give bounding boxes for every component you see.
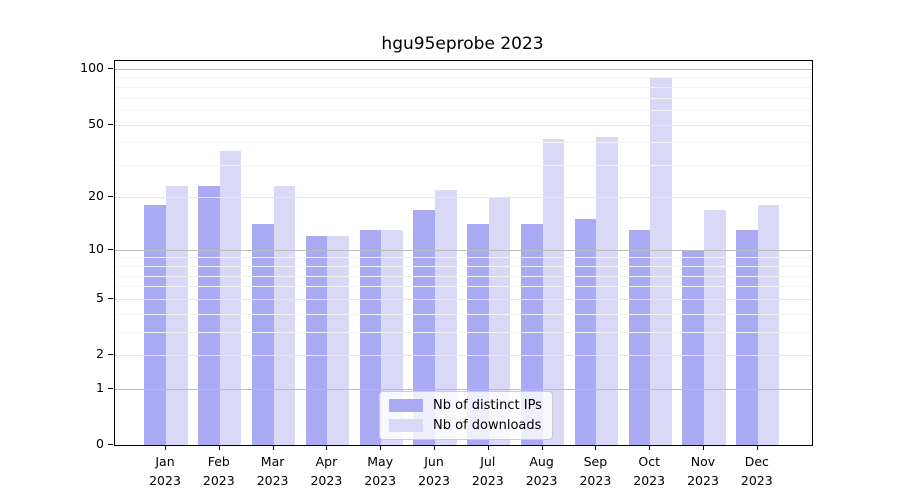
x-tick-aug: [541, 445, 543, 450]
bar-dec-downloads: [757, 205, 780, 445]
bar-mar-distinct-ips: [251, 224, 274, 445]
x-tick-apr: [326, 445, 328, 450]
bar-apr-downloads: [327, 236, 350, 445]
bar-jan-distinct-ips: [144, 205, 166, 445]
bar-oct-downloads: [650, 78, 672, 445]
legend-swatch-distinct-ips: [389, 399, 423, 412]
bars-layer: [115, 61, 812, 445]
y-tick-10: [108, 248, 113, 250]
x-tick-label-apr: Apr 2023: [310, 454, 343, 489]
x-tick-jan: [165, 445, 166, 450]
bar-sep-downloads: [596, 136, 619, 445]
legend-label-distinct-ips: Nb of distinct IPs: [433, 398, 542, 413]
bar-dec-distinct-ips: [736, 229, 758, 445]
bar-jul-downloads: [488, 196, 511, 445]
legend-entry-downloads: Nb of downloads: [389, 418, 542, 433]
bar-nov-distinct-ips: [682, 249, 704, 445]
x-tick-label-sep: Sep 2023: [579, 454, 612, 489]
bar-jun-downloads: [435, 189, 457, 445]
x-tick-label-oct: Oct 2023: [633, 454, 666, 489]
x-tick-may: [380, 445, 382, 450]
y-tick-2: [108, 354, 113, 356]
bar-oct-distinct-ips: [628, 229, 651, 445]
x-tick-oct: [649, 445, 651, 450]
y-tick-50: [108, 123, 113, 125]
x-tick-label-aug: Aug 2023: [525, 454, 558, 489]
bar-aug-distinct-ips: [520, 224, 543, 445]
y-tick-label-0: 0: [96, 436, 104, 451]
bar-nov-downloads: [704, 209, 726, 445]
x-tick-sep: [595, 445, 597, 450]
y-tick-5: [108, 298, 113, 300]
plot-area: [114, 60, 813, 446]
y-tick-label-1: 1: [96, 379, 104, 395]
bar-jul-distinct-ips: [467, 224, 489, 445]
y-tick-1: [108, 387, 113, 389]
x-tick-label-jun: Jun 2023: [418, 454, 450, 489]
y-tick-label-50: 50: [88, 115, 104, 131]
bar-may-distinct-ips: [359, 229, 382, 445]
x-tick-label-dec: Dec 2023: [740, 454, 773, 489]
y-tick-0: [108, 444, 113, 445]
x-tick-nov: [703, 445, 704, 450]
y-tick-label-100: 100: [80, 60, 104, 75]
x-tick-label-jan: Jan 2023: [149, 454, 181, 489]
x-tick-feb: [218, 445, 220, 450]
y-tick-label-20: 20: [88, 187, 104, 203]
y-tick-20: [108, 195, 113, 197]
legend-swatch-downloads: [389, 419, 423, 432]
bar-feb-downloads: [219, 150, 242, 445]
bar-feb-distinct-ips: [198, 186, 220, 445]
y-tick-100: [108, 68, 113, 69]
legend-entry-distinct-ips: Nb of distinct IPs: [389, 398, 542, 413]
y-tick-label-2: 2: [96, 346, 104, 362]
x-tick-mar: [272, 445, 274, 450]
bar-mar-downloads: [273, 186, 296, 445]
x-tick-label-feb: Feb 2023: [202, 454, 235, 489]
bar-jan-downloads: [166, 186, 188, 445]
x-tick-dec: [756, 445, 758, 450]
x-tick-label-nov: Nov 2023: [687, 454, 719, 489]
bar-aug-downloads: [542, 138, 565, 445]
legend: Nb of distinct IPs Nb of downloads: [379, 391, 553, 440]
x-tick-jun: [434, 445, 435, 450]
bar-jun-distinct-ips: [413, 209, 435, 445]
x-tick-label-may: May 2023: [364, 454, 397, 489]
y-tick-label-5: 5: [96, 290, 104, 306]
legend-label-downloads: Nb of downloads: [433, 418, 542, 433]
bar-apr-distinct-ips: [305, 236, 328, 445]
x-tick-label-mar: Mar 2023: [256, 454, 289, 489]
chart-title: hgu95eprobe 2023: [381, 34, 544, 54]
x-tick-label-jul: Jul 2023: [471, 454, 504, 489]
bar-sep-distinct-ips: [574, 219, 597, 445]
x-tick-jul: [487, 445, 489, 450]
y-tick-label-10: 10: [88, 240, 104, 256]
